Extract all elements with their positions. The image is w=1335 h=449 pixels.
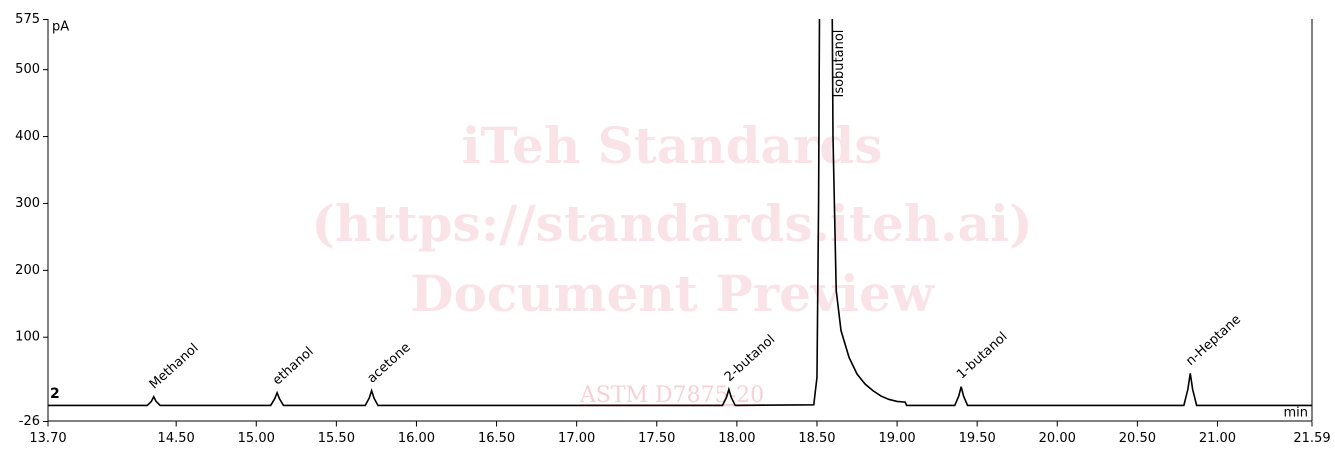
watermark: Document Preview: [410, 264, 936, 323]
x-tick-label: 20.50: [1119, 431, 1156, 446]
peak-label: 1-butanol: [954, 329, 1010, 382]
x-tick-label: 13.70: [29, 431, 66, 446]
x-tick-label: 20.00: [1039, 431, 1076, 446]
x-tick-label: 15.50: [318, 431, 355, 446]
peak-label: n-Heptane: [1183, 312, 1244, 369]
x-tick-label: 17.00: [558, 431, 595, 446]
watermark: (https://standards.iteh.ai): [311, 194, 1032, 253]
x-tick-label: 14.50: [158, 431, 195, 446]
y-unit: pA: [52, 20, 69, 35]
x-tick-label: 18.00: [718, 431, 755, 446]
x-unit: min: [1283, 406, 1308, 421]
y-tick-label: 200: [15, 263, 40, 278]
y-tick-label: 400: [15, 129, 40, 144]
peak-label: Methanol: [147, 341, 202, 393]
x-tick-label: 19.50: [959, 431, 996, 446]
x-tick-label: 18.50: [798, 431, 835, 446]
x-tick-label: 21.59: [1293, 431, 1330, 446]
x-tick-label: 21.00: [1199, 431, 1236, 446]
y-tick-label: 300: [15, 196, 40, 211]
plot-area: [48, 19, 1312, 407]
watermark: ASTM D7875-20: [579, 383, 764, 408]
x-tick-label: 16.50: [478, 431, 515, 446]
x-tick-label: 16.00: [398, 431, 435, 446]
peak-label: 2-butanol: [722, 332, 778, 385]
trace: [48, 19, 1312, 407]
signal-label: 2: [50, 386, 60, 402]
peak-label: Isobutanol: [832, 30, 847, 98]
watermark: iTeh Standards: [462, 116, 883, 175]
x-tick-label: 15.00: [238, 431, 275, 446]
y-tick-label: 100: [15, 330, 40, 345]
y-tick-label: 575: [15, 12, 40, 27]
y-tick-label: 500: [15, 62, 40, 77]
x-tick-label: 19.00: [878, 431, 915, 446]
peak-label: acetone: [365, 340, 414, 386]
peak-label: ethanol: [270, 344, 317, 388]
x-tick-label: 17.50: [638, 431, 675, 446]
y-tick-label: -26: [19, 414, 40, 429]
